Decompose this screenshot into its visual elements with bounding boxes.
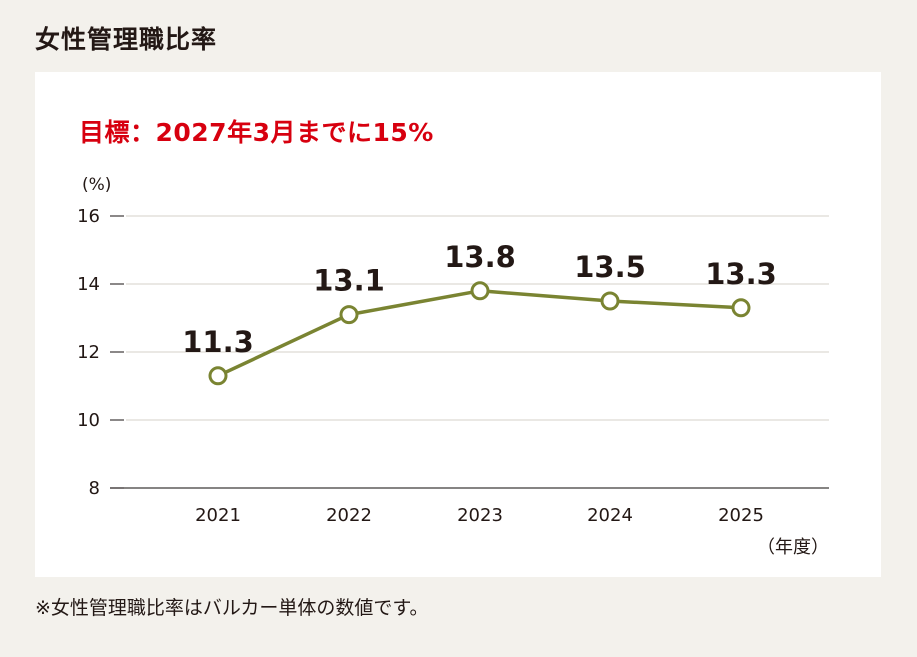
x-tick-label-2025: 2025 xyxy=(718,505,764,526)
x-tick-label-2024: 2024 xyxy=(587,505,633,526)
chart-panel xyxy=(35,72,881,577)
y-tick-label-8: 8 xyxy=(89,478,100,499)
x-tick-label-2021: 2021 xyxy=(195,505,241,526)
y-tick-label-12: 12 xyxy=(77,342,100,363)
data-label-2022: 13.1 xyxy=(313,264,385,298)
x-tick-label-2022: 2022 xyxy=(326,505,372,526)
data-label-2024: 13.5 xyxy=(574,250,646,284)
y-tick-label-16: 16 xyxy=(77,206,100,227)
data-point-2023 xyxy=(470,281,490,301)
y-axis-unit-label: (%) xyxy=(82,175,111,195)
data-label-2021: 11.3 xyxy=(182,325,254,359)
footnote: ※女性管理職比率はバルカー単体の数値です。 xyxy=(35,597,429,619)
data-label-2025: 13.3 xyxy=(705,257,777,291)
x-axis: 2021 2022 2023 2024 2025 xyxy=(110,487,829,526)
data-point-2022 xyxy=(339,305,359,325)
series-line-group xyxy=(208,281,751,386)
data-point-2021 xyxy=(208,366,228,386)
x-tick-label-2023: 2023 xyxy=(457,505,503,526)
data-point-2025 xyxy=(731,298,751,318)
y-axis: 8 10 12 14 16 xyxy=(77,206,124,499)
page-title: 女性管理職比率 xyxy=(35,25,218,54)
series-line xyxy=(217,289,742,378)
data-label-2023: 13.8 xyxy=(444,240,516,274)
target-text: 目標：2027年3月までに15% xyxy=(79,118,434,147)
data-point-2024 xyxy=(600,291,620,311)
x-axis-title: （年度） xyxy=(757,537,829,558)
y-tick-label-14: 14 xyxy=(77,274,100,295)
data-labels: 11.3 13.1 13.8 13.5 13.3 xyxy=(182,240,777,359)
y-tick-label-10: 10 xyxy=(77,410,100,431)
